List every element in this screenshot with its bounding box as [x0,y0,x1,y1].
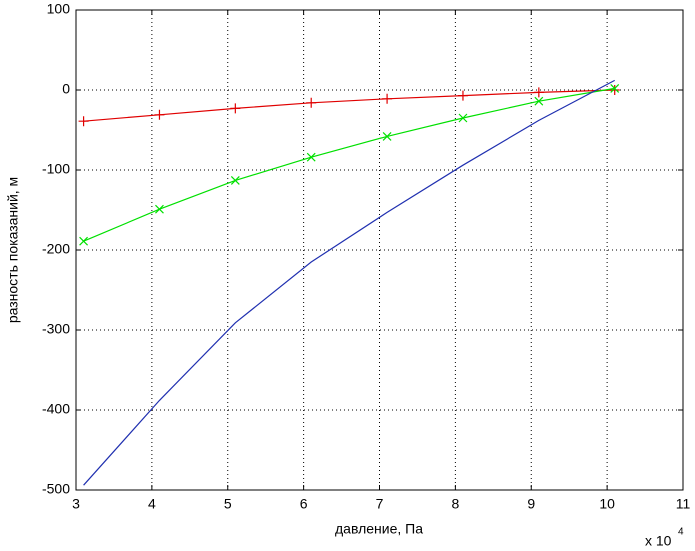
point-marker [78,116,89,127]
x-tick-label: 4 [148,496,156,512]
x-tick-label: 6 [300,496,308,512]
point-marker [154,109,165,120]
y-tick-label: -300 [42,321,70,337]
x-axis-label: давление, Па [335,521,423,537]
x-tick-label: 10 [599,496,615,512]
x-tick-label: 5 [224,496,232,512]
point-marker [382,93,393,104]
point-marker [306,152,316,162]
point-marker [609,85,620,95]
x-tick-label: 3 [72,496,80,512]
point-marker [79,236,89,246]
y-tick-label: -400 [42,401,70,417]
y-tick-label: 0 [62,81,70,97]
point-marker [610,83,620,93]
y-tick-label: -100 [42,161,70,177]
point-marker [458,113,468,123]
point-marker [457,90,468,101]
x-tick-label: 7 [376,496,384,512]
point-marker [534,96,544,106]
y-tick-label: -200 [42,241,70,257]
point-marker [306,97,317,108]
x-tick-label: 11 [676,496,691,512]
series-line [83,89,615,122]
point-marker [382,131,392,141]
point-marker [230,103,241,114]
point-marker [533,87,544,98]
x-tick-label: 9 [527,496,535,512]
point-marker [230,175,240,185]
x-tick-label: 8 [451,496,459,512]
x-multiplier-exponent: 4 [678,527,684,538]
series-line [83,79,615,486]
series-line [83,87,615,242]
y-tick-label: 100 [47,1,71,17]
y-axis-label: разность показаний, м [5,177,21,323]
y-tick-label: -500 [42,481,70,497]
x-multiplier: x 10 [645,533,672,549]
point-marker [155,204,164,214]
